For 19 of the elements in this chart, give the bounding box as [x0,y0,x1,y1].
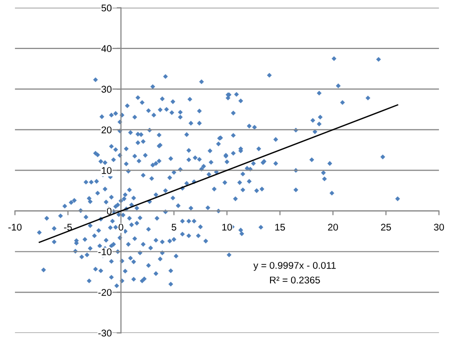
y-tick-label: 20 [102,126,112,134]
x-tick-label: 30 [434,224,444,231]
x-tick-label: 25 [381,224,391,231]
y-tick-label: 0 [106,208,112,215]
x-tick-label: 0 [118,224,124,231]
x-tick-label: 20 [328,224,338,231]
x-tick-label: 10 [222,224,232,231]
y-tick-label: -30 [98,330,112,337]
y-tick-label: 50 [102,4,112,12]
x-tick-label: 15 [275,224,285,231]
y-tick-label: 10 [102,167,112,174]
annotation: R² = 0.2365 [270,276,320,284]
y-tick-label: -20 [98,288,112,296]
y-tick-label: 40 [101,45,112,52]
x-tick-label: 5 [172,224,176,231]
x-tick-label: -10 [8,224,22,231]
y-tick-label: 30 [101,86,112,93]
annotation: y = 0.9997x - 0.011 [253,262,336,271]
y-tick-label: -10 [98,248,112,256]
